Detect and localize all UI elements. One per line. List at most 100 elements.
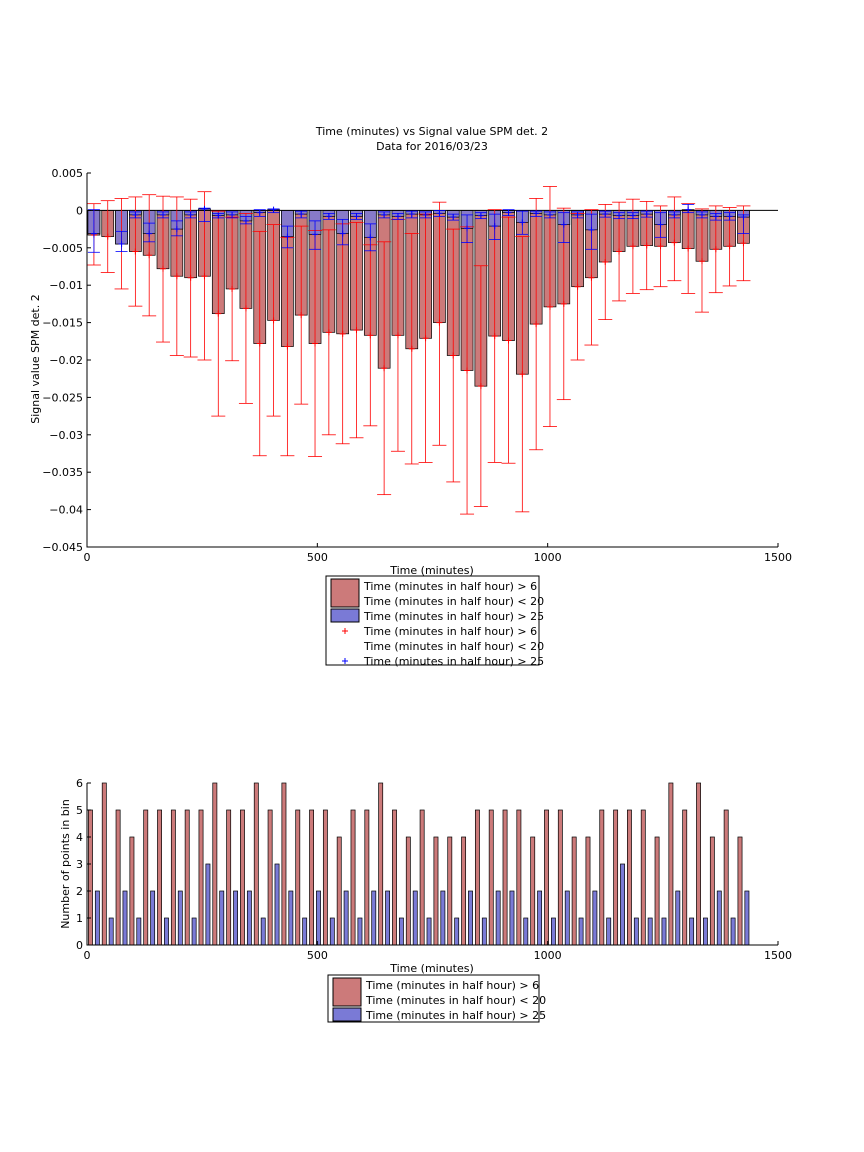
mean-marker	[616, 248, 623, 255]
mean-marker	[298, 211, 305, 218]
bar	[716, 890, 722, 946]
bar	[447, 836, 453, 946]
mean-marker	[477, 212, 484, 219]
signal-chart: Time (minutes) vs Signal value SPM det. …	[29, 125, 792, 668]
bar	[371, 890, 377, 946]
bar	[398, 917, 404, 946]
bar	[654, 836, 660, 946]
mean-marker	[187, 211, 194, 218]
bar	[115, 809, 121, 946]
mean-marker	[588, 226, 595, 233]
bar	[488, 809, 494, 946]
mean-marker	[270, 317, 277, 324]
legend-label: Time (minutes in half hour) > 6	[363, 625, 537, 638]
x-tick-label: 1500	[764, 551, 792, 564]
mean-marker	[118, 241, 125, 248]
legend-swatch	[332, 1007, 362, 1022]
x-tick-label: 500	[307, 551, 328, 564]
bar	[233, 890, 238, 946]
mean-marker	[312, 231, 319, 238]
bar	[640, 809, 646, 946]
legend-swatch	[332, 977, 362, 1007]
bar	[253, 782, 259, 946]
bar	[578, 917, 584, 946]
mean-marker	[491, 223, 498, 230]
mean-marker	[201, 205, 208, 212]
mean-marker	[602, 259, 609, 266]
mean-marker	[353, 327, 360, 334]
bar	[544, 809, 549, 946]
bar	[627, 809, 632, 946]
bar	[440, 890, 446, 946]
legend-swatch	[330, 608, 360, 623]
mean-marker	[215, 212, 222, 219]
bar	[585, 836, 591, 946]
bar	[212, 782, 218, 946]
y-tick-label: −0.015	[42, 317, 83, 330]
mean-marker	[284, 343, 291, 350]
y-tick-label: 1	[76, 912, 83, 925]
mean-marker	[685, 245, 692, 252]
mean-marker	[339, 330, 346, 337]
x-tick-label: 0	[84, 551, 91, 564]
y-tick-label: 6	[76, 777, 83, 790]
legend-label: Time (minutes in half hour) < 20	[363, 595, 544, 608]
chart-title: Time (minutes) vs Signal value SPM det. …	[315, 125, 548, 138]
mean-marker	[712, 246, 719, 253]
mean-marker	[381, 211, 388, 218]
bar	[184, 809, 190, 946]
bar	[129, 836, 135, 946]
bar	[322, 809, 328, 946]
bar	[378, 782, 384, 946]
bar	[343, 890, 349, 946]
y-tick-label: 0	[76, 204, 83, 217]
count-chart: 0 500 1000 1500 0 1 2 3 4 5 6 Time (minutes) Numbe…	[59, 777, 792, 1023]
chart-subtitle: Data for 2016/03/23	[376, 140, 488, 153]
bar	[177, 890, 183, 946]
y-tick-label: −0.03	[49, 429, 83, 442]
bar	[703, 917, 708, 946]
bar	[405, 836, 411, 946]
y-tick-label: 2	[76, 885, 83, 898]
mean-marker	[643, 211, 650, 218]
bar	[668, 782, 674, 946]
mean-marker	[367, 234, 374, 241]
mean-marker	[546, 211, 553, 218]
legend: Time (minutes in half hour) > 6 Time (min…	[327, 974, 546, 1023]
legend-label: Time (minutes in half hour) < 20	[363, 640, 544, 653]
mean-marker	[284, 233, 291, 240]
mean-marker	[256, 340, 263, 347]
mean-marker	[187, 274, 194, 281]
mean-marker	[574, 211, 581, 218]
bar	[523, 917, 529, 946]
mean-marker	[574, 283, 581, 290]
mean-marker	[519, 219, 526, 226]
legend-label: Time (minutes in half hour) > 6	[363, 580, 537, 593]
y-tick-label: 0.005	[52, 167, 84, 180]
bar	[274, 863, 280, 946]
mean-marker	[712, 213, 719, 220]
y-tick-label: −0.035	[42, 466, 83, 479]
bar	[730, 917, 736, 946]
bar	[468, 890, 473, 946]
y-tick-label: 4	[76, 831, 83, 844]
x-tick-label: 1000	[534, 551, 562, 564]
bar	[426, 917, 432, 946]
mean-marker	[325, 213, 332, 220]
bar	[357, 917, 363, 946]
mean-marker	[353, 213, 360, 220]
bar	[336, 836, 342, 946]
bar	[108, 917, 114, 946]
bar	[454, 917, 460, 946]
bar	[281, 782, 287, 946]
mean-marker	[671, 211, 678, 218]
bar	[260, 917, 266, 946]
mean-marker	[464, 225, 471, 232]
mean-marker	[505, 209, 512, 216]
legend: Time (minutes in half hour) > 6 Time (min…	[325, 575, 544, 668]
bar	[219, 890, 225, 946]
bar	[419, 809, 425, 946]
y-tick-label: −0.02	[49, 354, 83, 367]
mean-marker	[367, 332, 374, 339]
